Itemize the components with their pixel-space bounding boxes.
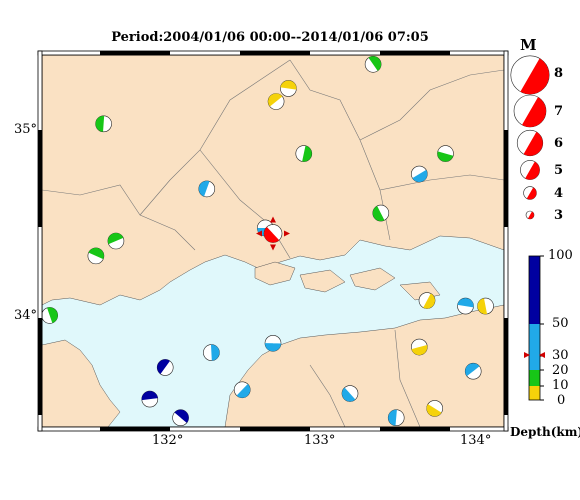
- depth-tick-label: 0: [557, 393, 566, 408]
- island: [254, 261, 296, 286]
- focal-mechanism-icon: [107, 232, 125, 250]
- focal-mechanism-icon: [264, 334, 282, 352]
- focal-mechanism-icon: [280, 80, 297, 97]
- focal-mechanism-icon: [267, 93, 285, 110]
- island: [349, 267, 396, 291]
- depth-tick-label: 10: [552, 378, 569, 393]
- magnitude-legend-icon: [523, 186, 537, 200]
- focal-mechanism-icon: [457, 297, 474, 315]
- focal-mechanism-icon: [364, 56, 382, 73]
- magnitude-legend-icon: [513, 94, 547, 128]
- events-layer: [42, 56, 494, 427]
- focal-mechanism-icon: [426, 400, 444, 417]
- magnitude-header: M: [520, 36, 537, 54]
- focal-mechanism-icon: [437, 145, 454, 162]
- focal-mechanism-icon: [42, 307, 58, 324]
- focal-mechanism-icon: [410, 338, 428, 356]
- magnitude-legend-icon: [510, 55, 550, 95]
- focal-mechanism-icon: [141, 390, 159, 408]
- lat-label-35: 35°: [14, 122, 38, 137]
- focal-mechanism-icon: [410, 165, 428, 183]
- magnitude-legend-icon: [520, 160, 540, 180]
- prefecture-borders: [42, 59, 504, 427]
- magnitude-label: 8: [554, 66, 564, 81]
- depth-axis-title: Depth(km): [510, 425, 580, 439]
- focal-mechanism-icon: [233, 381, 251, 399]
- focal-mechanism-icon: [477, 297, 494, 315]
- magnitude-label: 4: [554, 186, 564, 201]
- focal-mechanism-icon: [263, 224, 283, 243]
- focal-mechanism-icon: [87, 247, 105, 265]
- focal-mechanism-icon: [156, 359, 174, 376]
- magnitude-legend-icon: [525, 210, 535, 220]
- magnitude-legend: [510, 55, 550, 220]
- magnitude-label: 5: [554, 163, 564, 178]
- focal-mechanism-icon: [198, 180, 216, 198]
- magnitude-legend-icon: [516, 129, 544, 157]
- island: [299, 269, 346, 293]
- magnitude-label: 3: [554, 208, 564, 223]
- lon-label-134: 134°: [460, 433, 492, 448]
- epicenter-marker-icon: [256, 216, 290, 251]
- lat-label-34: 34°: [14, 308, 38, 323]
- depth-tick-label: 20: [552, 363, 569, 378]
- focal-mechanism-icon: [203, 344, 220, 361]
- depth-tick-label: 50: [552, 316, 569, 331]
- lon-label-133: 133°: [304, 433, 336, 448]
- magnitude-label: 6: [554, 136, 564, 151]
- lon-label-132: 132°: [152, 433, 184, 448]
- focal-mechanism-icon: [295, 145, 313, 162]
- map-title: Period:2004/01/06 00:00--2014/01/06 07:0…: [111, 30, 429, 45]
- depth-tick-label: 30: [552, 348, 569, 363]
- depth-marker-icon: [524, 352, 545, 358]
- magnitude-label: 7: [554, 104, 564, 119]
- focal-mechanism-icon: [95, 115, 112, 133]
- focal-mechanism-icon: [464, 362, 482, 380]
- depth-tick-label: 100: [548, 248, 573, 263]
- map-frame: [37, 50, 509, 432]
- land-chugoku: [42, 55, 504, 306]
- depth-colorbar: [524, 255, 545, 401]
- focal-mechanism-icon: [341, 385, 359, 402]
- focal-mechanism-icon: [372, 204, 390, 222]
- focal-mechanism-icon: [172, 409, 189, 427]
- focal-mechanism-icon: [387, 409, 405, 427]
- land-kyushu: [42, 339, 121, 427]
- focal-mechanism-icon: [418, 292, 436, 309]
